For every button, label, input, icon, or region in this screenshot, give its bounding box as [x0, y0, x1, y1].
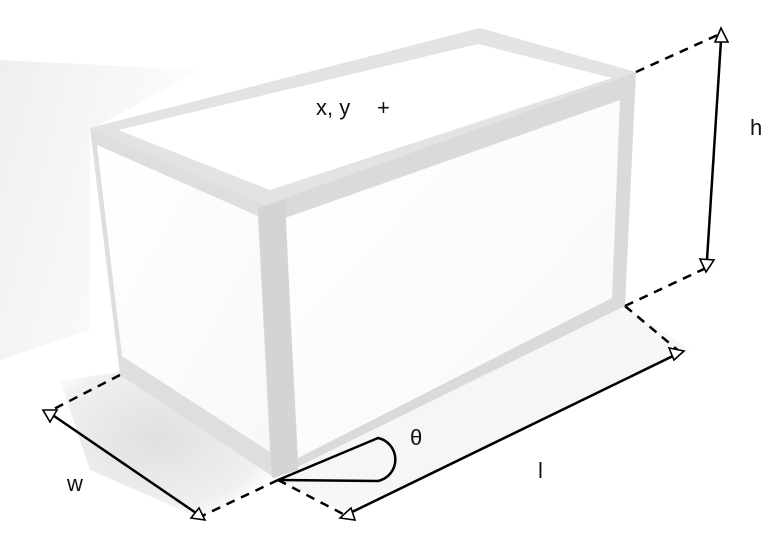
dimension-lines: [47, 31, 723, 518]
arrowhead-icon: [713, 26, 730, 43]
length-extension-left: [277, 478, 346, 517]
arrowhead-icon: [189, 506, 207, 522]
box: [90, 28, 636, 478]
length-dimension-line: [349, 353, 676, 515]
width-dimension-line: [53, 414, 197, 515]
arrowhead-icon: [698, 258, 716, 274]
center-marker: +: [377, 95, 390, 120]
background-shading: [0, 60, 690, 518]
angle-label: θ: [410, 425, 422, 450]
height-dimension-line: [705, 39, 723, 261]
length-extension-right: [624, 305, 681, 353]
arrowhead-icon: [338, 506, 357, 521]
height-extension-top: [635, 31, 723, 74]
height-label: h: [750, 115, 762, 140]
width-label: w: [66, 471, 83, 496]
center-label: x, y: [316, 95, 350, 120]
height-extension-bottom: [624, 266, 707, 308]
arrowhead-icon: [41, 409, 59, 424]
angle-arc: [277, 436, 397, 483]
arrowheads: [41, 26, 730, 522]
width-extension-bottom: [201, 478, 279, 518]
width-extension-top: [47, 373, 121, 414]
arrowhead-icon: [667, 346, 686, 362]
length-label: l: [538, 458, 543, 483]
